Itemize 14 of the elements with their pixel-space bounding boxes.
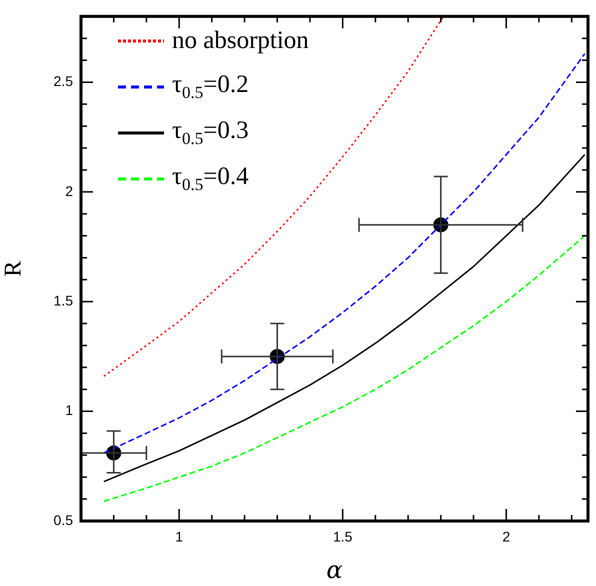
legend-label: no absorption [172, 27, 309, 55]
legend-label: τ$_{0.5}$=0.4 [172, 163, 249, 195]
y-axis-title: R [0, 260, 27, 277]
legend-label: τ$_{0.5}$=0.3 [172, 117, 249, 149]
x-tick-label: 2 [502, 528, 510, 544]
y-tick-label: 0.5 [54, 512, 74, 528]
y-tick-label: 1 [65, 402, 74, 418]
x-axis-title: α [326, 556, 343, 584]
legend-label: τ$_{0.5}$=0.2 [172, 71, 249, 103]
x-tick-label: 1.5 [332, 528, 353, 544]
y-tick-label: 1.5 [54, 292, 74, 308]
y-tick-label: 2 [65, 182, 74, 199]
x-tick-label: 1 [175, 528, 184, 544]
y-tick-label: 2.5 [54, 73, 74, 90]
